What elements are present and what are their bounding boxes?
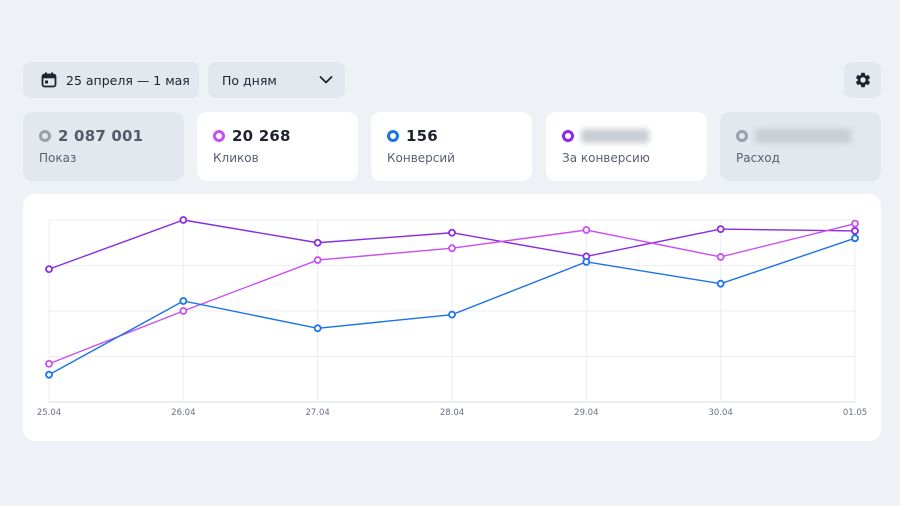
redacted-value (581, 129, 649, 143)
data-point[interactable] (716, 253, 725, 261)
toolbar: 25 апреля — 1 мая По дням (23, 62, 881, 98)
metric-header: 2 087 001 (39, 126, 184, 146)
data-point[interactable] (582, 226, 591, 234)
date-range-label: 25 апреля — 1 мая (66, 72, 190, 88)
metric-card-spend[interactable]: Расход (720, 112, 881, 181)
data-point[interactable] (313, 324, 322, 333)
series-marker-icon (736, 130, 748, 142)
x-tick-label: 27.04 (305, 408, 329, 418)
metric-label: Показ (39, 151, 77, 165)
period-select[interactable]: По дням (208, 62, 345, 98)
metric-label: За конверсию (562, 151, 650, 165)
metric-label: Расход (736, 151, 780, 165)
date-range-button[interactable]: 25 апреля — 1 мая (23, 62, 199, 98)
metric-header: 156 (387, 126, 532, 146)
x-tick-label: 30.04 (708, 408, 732, 418)
data-point[interactable] (179, 216, 188, 224)
data-point[interactable] (448, 310, 456, 319)
data-point[interactable] (716, 279, 725, 288)
x-tick-label: 28.04 (440, 408, 464, 418)
data-point[interactable] (716, 225, 725, 233)
metric-header: 20 268 (213, 126, 358, 146)
metric-value: 156 (406, 127, 438, 145)
metric-value: 20 268 (232, 127, 291, 145)
metric-card-clicks[interactable]: 20 268 Кликов (197, 112, 358, 181)
data-point[interactable] (851, 234, 859, 243)
series-marker-icon (39, 130, 51, 142)
series-marker-icon (387, 130, 399, 142)
metric-card-cost-per-conversion[interactable]: За конверсию (546, 112, 707, 181)
metric-label: Конверсий (387, 151, 455, 165)
gear-icon (855, 72, 870, 88)
line-chart: 25.04 26.04 27.04 28.04 29.04 30.04 01.05 (37, 216, 867, 418)
series-marker-icon (213, 130, 225, 142)
data-point[interactable] (851, 219, 859, 228)
data-point[interactable] (45, 370, 53, 379)
x-tick-label: 25.04 (37, 408, 61, 418)
period-select-label: По дням (222, 72, 277, 88)
data-point[interactable] (45, 265, 53, 274)
data-point[interactable] (448, 244, 456, 253)
calendar-icon (41, 72, 57, 88)
data-point[interactable] (179, 297, 188, 305)
redacted-value (755, 129, 851, 143)
x-tick-label: 01.05 (843, 408, 867, 418)
chart-card: 25.04 26.04 27.04 28.04 29.04 30.04 01.05 (23, 194, 881, 441)
data-point[interactable] (45, 359, 53, 368)
chevron-down-icon (319, 76, 333, 84)
settings-button[interactable] (844, 62, 881, 98)
metric-value: 2 087 001 (58, 127, 144, 145)
data-point[interactable] (179, 307, 188, 315)
metric-card-conversions[interactable]: 156 Конверсий (371, 112, 532, 181)
metric-header (736, 126, 881, 146)
data-point[interactable] (851, 227, 859, 235)
metric-card-impressions[interactable]: 2 087 001 Показ (23, 112, 184, 181)
x-tick-label: 26.04 (171, 408, 195, 418)
data-point[interactable] (582, 257, 591, 266)
data-point[interactable] (313, 256, 322, 264)
data-point[interactable] (313, 238, 322, 247)
x-tick-label: 29.04 (574, 408, 598, 418)
metrics-row: 2 087 001 Показ 20 268 Кликов 156 Конверсий За… (23, 112, 881, 181)
data-point[interactable] (448, 228, 456, 237)
metric-header (562, 126, 707, 146)
series-marker-icon (562, 130, 574, 142)
metric-label: Кликов (213, 151, 259, 165)
